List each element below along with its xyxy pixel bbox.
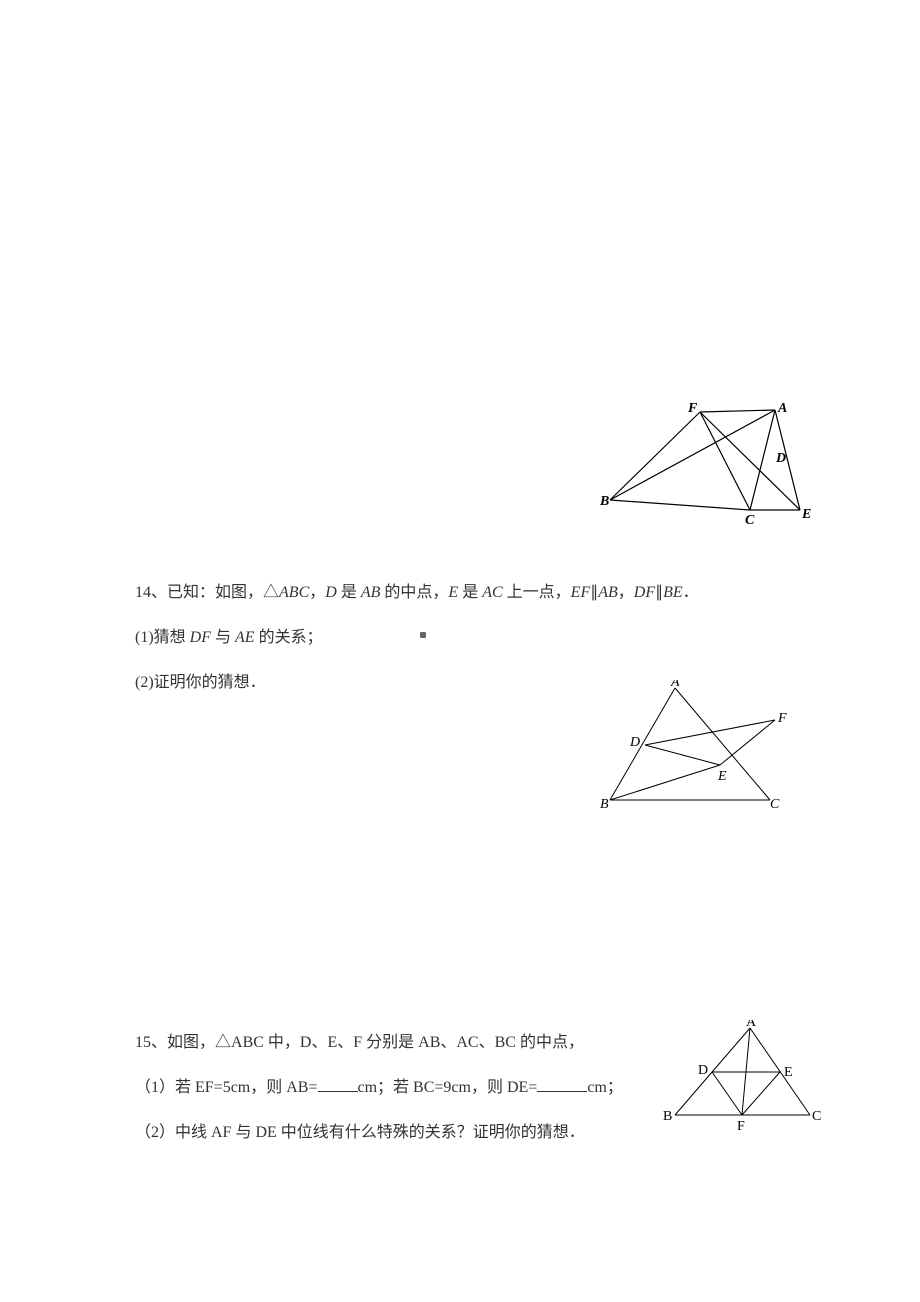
- label-C: C: [745, 513, 755, 528]
- label-D: D: [775, 451, 786, 466]
- figure-q13-top: B C E A F D: [600, 400, 820, 530]
- label-A: A: [670, 680, 680, 690]
- label-B: B: [600, 797, 609, 812]
- page: B C E A F D 14、已知：如图，△ABC，D 是 AB 的中点，E 是…: [0, 0, 920, 1302]
- label-D: D: [629, 735, 640, 750]
- label-C: C: [812, 1109, 821, 1124]
- label-E: E: [784, 1065, 793, 1080]
- label-E: E: [801, 507, 811, 522]
- blank-ab[interactable]: [318, 1075, 358, 1092]
- q15-stem: 15、如图，△ABC 中，D、E、F 分别是 AB、AC、BC 的中点，: [135, 1030, 584, 1056]
- q14-stem: 14、已知：如图，△ABC，D 是 AB 的中点，E 是 AC 上一点，EF∥A…: [135, 580, 699, 606]
- page-center-marker: [420, 632, 426, 638]
- q15-part1: （1）若 EF=5cm，则 AB=cm；若 BC=9cm，则 DE=cm；: [135, 1075, 623, 1101]
- q14-part2: (2)证明你的猜想．: [135, 670, 266, 696]
- label-D: D: [698, 1063, 708, 1078]
- q15-part2: （2）中线 AF 与 DE 中位线有什么特殊的关系？证明你的猜想．: [135, 1120, 585, 1146]
- blank-de[interactable]: [537, 1075, 587, 1092]
- label-F: F: [737, 1119, 745, 1134]
- label-B: B: [663, 1109, 672, 1124]
- label-E: E: [717, 769, 727, 784]
- figure-q14: A B C D E F: [600, 680, 790, 815]
- figure-q15: A B C D E F: [660, 1020, 830, 1135]
- label-F: F: [777, 711, 787, 726]
- label-C: C: [770, 797, 780, 812]
- q14-part1: (1)猜想 DF 与 AE 的关系；: [135, 625, 323, 651]
- label-B: B: [600, 494, 609, 509]
- label-F: F: [687, 401, 698, 416]
- label-A: A: [746, 1020, 757, 1030]
- label-A: A: [777, 401, 787, 416]
- q14-number: 14、: [135, 584, 167, 601]
- q15-number: 15、: [135, 1034, 167, 1051]
